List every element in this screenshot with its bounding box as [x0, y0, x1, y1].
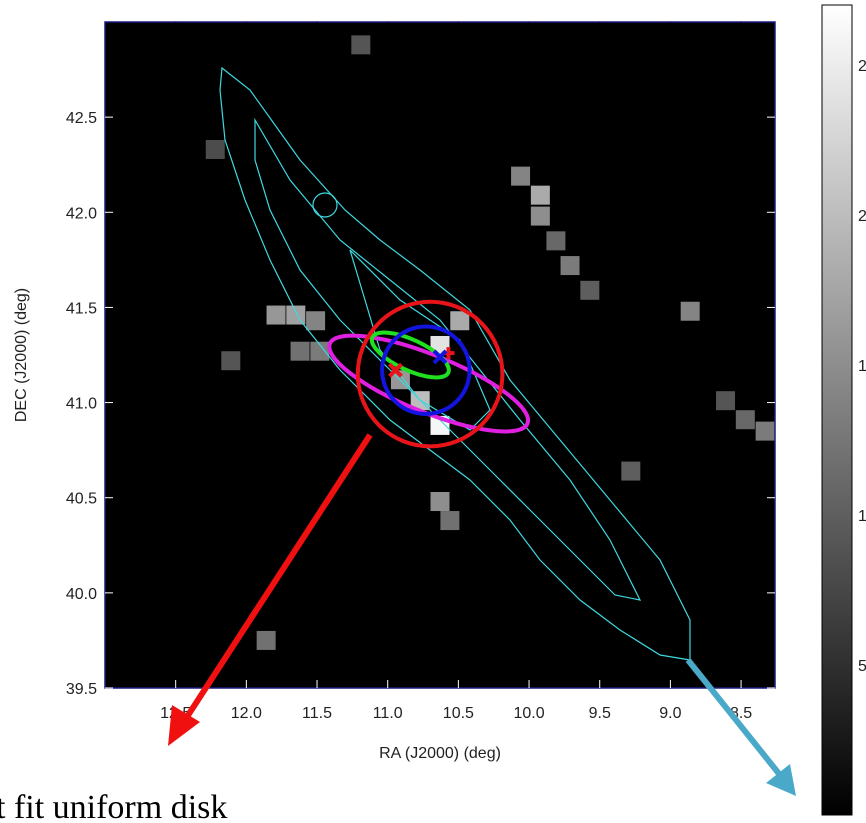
fit-ellipse: [369, 330, 451, 380]
x-tick-label: 9.0: [659, 705, 681, 722]
colorbar-tick-label: 1: [858, 508, 866, 525]
y-tick-label: 42.5: [66, 110, 97, 127]
pixel: [266, 305, 286, 325]
arrow-head: [168, 705, 200, 746]
pixel: [755, 421, 775, 441]
ticks: 12.512.011.511.010.510.09.59.08.539.540.…: [66, 22, 866, 722]
pixel: [351, 35, 371, 55]
position-marker: [432, 349, 448, 365]
arrow: [685, 658, 783, 777]
y-tick-label: 40.5: [66, 491, 97, 508]
pixel: [205, 139, 225, 159]
pixel: [290, 341, 310, 361]
pixel: [546, 231, 566, 251]
y-tick-label: 42.0: [66, 205, 97, 222]
pixel: [716, 391, 736, 411]
pixel: [621, 461, 641, 481]
pixel: [680, 301, 700, 321]
pixel: [306, 311, 326, 331]
pixel: [511, 166, 531, 186]
y-tick-label: 41.0: [66, 396, 97, 413]
fit-circle: [380, 324, 472, 416]
pixel: [560, 256, 580, 276]
contour: [219, 66, 691, 661]
y-axis-label: DEC (J2000) (deg): [13, 288, 30, 422]
pixel: [286, 305, 306, 325]
pixel: [580, 280, 600, 300]
contour: [312, 192, 338, 218]
overlays: [327, 299, 531, 449]
x-tick-label: 10.0: [513, 705, 544, 722]
x-tick-label: 12.0: [231, 705, 262, 722]
pixel: [430, 492, 450, 512]
colorbar-tick-label: 5: [858, 658, 866, 675]
pixel: [221, 351, 241, 371]
x-axis-label: RA (J2000) (deg): [379, 745, 501, 762]
x-tick-label: 11.0: [373, 705, 403, 722]
pixel: [735, 410, 755, 430]
colorbar: [821, 4, 853, 816]
colorbar-tick-label: 1: [858, 358, 866, 375]
x-tick-label: 11.5: [302, 705, 332, 722]
pixel: [256, 630, 276, 650]
arrow: [182, 433, 373, 722]
colorbar-tick-label: 2: [858, 58, 866, 75]
pixel: [530, 185, 550, 205]
y-tick-label: 39.5: [66, 681, 97, 698]
position-marker: [388, 362, 403, 378]
x-tick-label: 10.5: [443, 705, 474, 722]
contour: [254, 117, 642, 601]
x-tick-label: 9.5: [589, 705, 611, 722]
fit-circle: [355, 299, 505, 449]
pixel: [310, 341, 330, 361]
pixel: [440, 511, 460, 531]
arrow-head: [766, 764, 796, 796]
pixel: [450, 311, 470, 331]
y-tick-label: 41.5: [66, 300, 97, 317]
pixel: [530, 206, 550, 226]
y-tick-label: 40.0: [66, 586, 97, 603]
plot-frame: [104, 21, 776, 689]
caption: t fit uniform disk: [0, 789, 227, 823]
colorbar-tick-label: 2: [858, 208, 866, 225]
